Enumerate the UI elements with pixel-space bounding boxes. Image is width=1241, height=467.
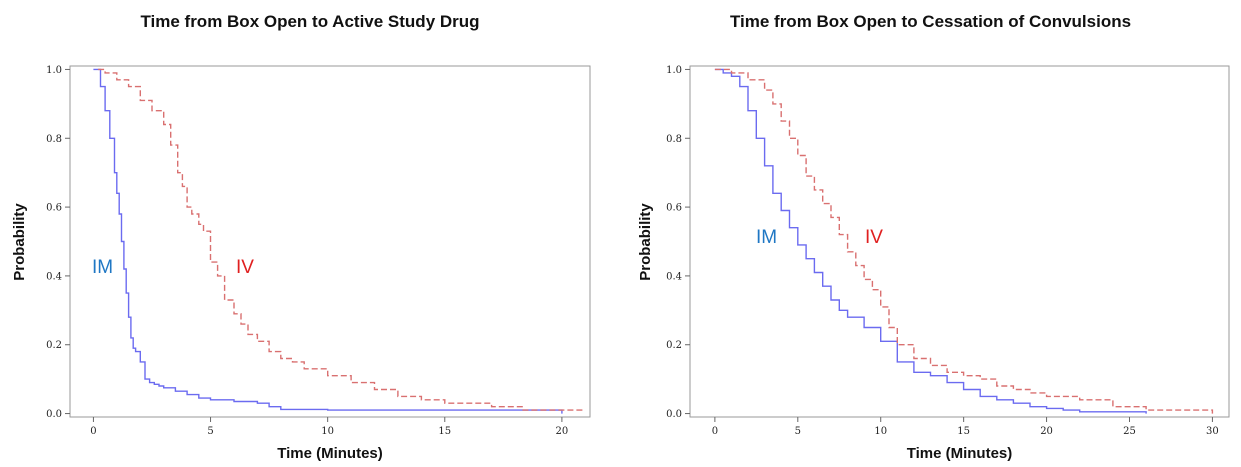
x-tick-label: 10 [321, 426, 334, 437]
chart-panel-left: Time from Box Open to Active Study Drug … [0, 0, 620, 467]
plot-frame [689, 65, 1230, 418]
x-tick-label: 25 [1123, 426, 1136, 437]
y-tick-label: 0.6 [666, 203, 682, 214]
chart-plot: 0.0 0.2 0.4 0.6 0.8 1.0 0 5 10 15 20 Time (Minutes)… [11, 65, 591, 462]
x-axis-title: Time (Minutes) [907, 445, 1013, 462]
series-line-im [714, 68, 1147, 414]
chart-title: Time from Box Open to Cessation of Convu… [729, 12, 1132, 31]
y-tick-label: 0.2 [46, 340, 62, 351]
chart-title: Time from Box Open to Active Study Drug [140, 12, 480, 31]
series-label-im: IM [756, 227, 777, 248]
series-line-iv [714, 68, 1214, 414]
series-label-iv: IV [865, 227, 883, 248]
x-tick-label: 10 [874, 426, 887, 437]
y-axis-title: Probability [637, 203, 654, 281]
x-tick-label: 0 [90, 426, 96, 437]
y-tick-label: 0.6 [46, 203, 62, 214]
y-tick-label: 0.8 [46, 134, 62, 145]
x-axis-title: Time (Minutes) [277, 445, 383, 462]
y-tick-label: 0.4 [46, 271, 62, 282]
series-line-iv [98, 68, 586, 411]
y-tick-label: 0.0 [666, 409, 682, 420]
x-tick-label: 20 [1040, 426, 1053, 437]
x-tick-label: 15 [957, 426, 970, 437]
y-tick-label: 0.2 [666, 340, 682, 351]
series-label-im: IM [92, 257, 113, 278]
y-axis-title: Probability [11, 203, 28, 281]
y-tick-label: 1.0 [666, 65, 682, 76]
y-tick-label: 0.8 [666, 134, 682, 145]
x-tick-label: 20 [556, 426, 569, 437]
series-label-iv: IV [236, 257, 254, 278]
x-tick-label: 0 [712, 426, 718, 437]
y-tick-label: 1.0 [46, 65, 62, 76]
x-tick-label: 5 [207, 426, 213, 437]
series-line-im [93, 68, 563, 414]
chart-plot: 0.0 0.2 0.4 0.6 0.8 1.0 0 5 10 15 20 25 30 Time (Minu… [637, 65, 1230, 462]
y-tick-label: 0.0 [46, 409, 62, 420]
plot-frame [69, 65, 591, 418]
y-tick-label: 0.4 [666, 271, 682, 282]
x-tick-label: 15 [438, 426, 451, 437]
x-tick-label: 5 [795, 426, 801, 437]
chart-panel-right: Time from Box Open to Cessation of Convu… [620, 0, 1241, 467]
x-tick-label: 30 [1206, 426, 1219, 437]
